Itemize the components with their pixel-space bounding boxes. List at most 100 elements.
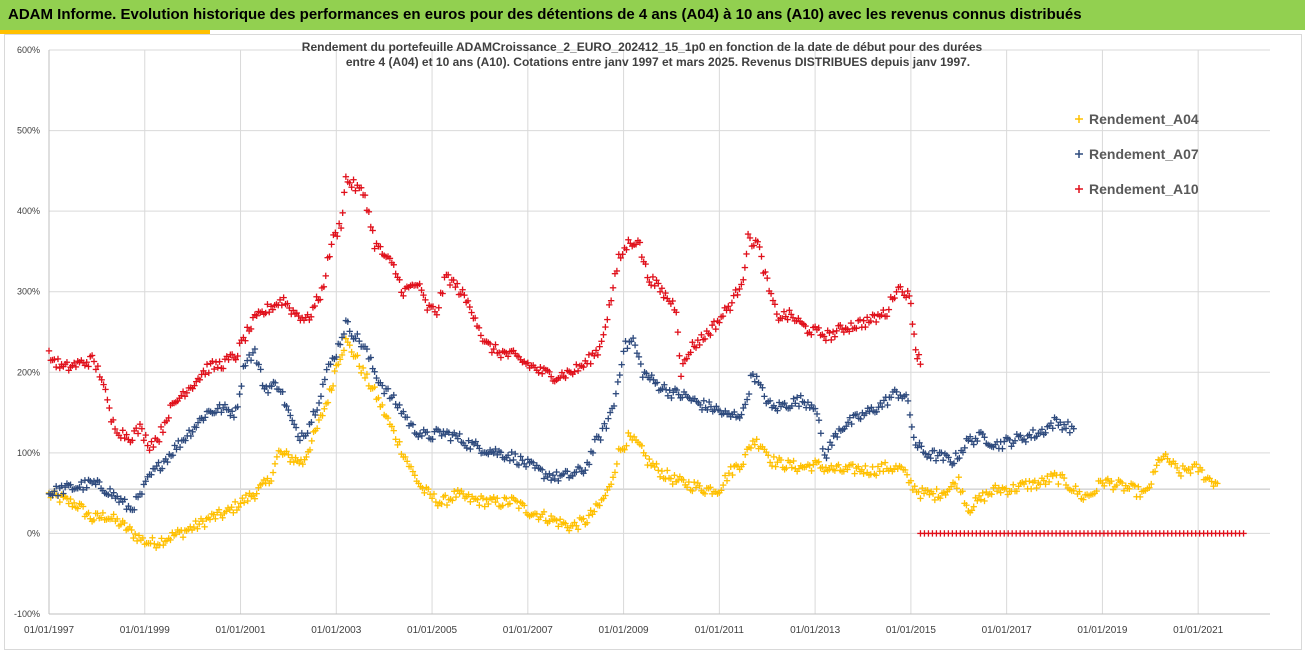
rendement-a04-point <box>574 526 582 533</box>
rendement-a10-point <box>276 296 284 304</box>
legend-item-rendement-a10[interactable]: Rendement_A10 <box>1075 181 1199 197</box>
rendement-a10-point <box>732 286 739 294</box>
rendement-a04-point <box>1042 481 1049 488</box>
rendement-a10-point <box>341 189 348 196</box>
rendement-a04-point <box>915 488 922 496</box>
rendement-a04-point <box>909 486 916 494</box>
legend-item-rendement-a04[interactable]: Rendement_A04 <box>1075 111 1199 127</box>
rendement-a07-point <box>564 468 571 475</box>
rendement-a10-point <box>606 301 613 309</box>
chart-legend[interactable]: Rendement_A04 Rendement_A07 Rendement_A10 <box>1075 111 1199 197</box>
rendement-a04-point <box>1101 482 1108 490</box>
rendement-a04-point <box>492 498 499 506</box>
rendement-a10-point <box>262 309 269 317</box>
rendement-a04-point <box>653 460 660 468</box>
rendement-a04-point <box>555 523 562 530</box>
rendement-a07-point <box>959 449 967 456</box>
rendement-a10-point <box>871 312 878 319</box>
rendement-a07-point <box>323 366 330 373</box>
rendement-a10-point <box>94 362 102 370</box>
rendement-a04-point <box>656 473 664 480</box>
legend-item-rendement-a07[interactable]: Rendement_A07 <box>1075 146 1199 162</box>
rendement-a04-point <box>862 462 869 470</box>
rendement-a04-point <box>655 467 662 474</box>
rendement-a07-point <box>409 421 417 428</box>
rendement-a07-point <box>540 475 548 482</box>
rendement-a04-point <box>547 512 555 520</box>
rendement-a07-point <box>546 470 553 477</box>
rendement-a07-point <box>259 382 266 389</box>
rendement-a04-point <box>533 510 541 518</box>
rendement-a07-point <box>392 400 399 408</box>
rendement-a07-point <box>668 394 675 402</box>
rendement-a10-point <box>196 376 204 384</box>
rendement-a04-point <box>485 500 492 508</box>
chart-gridlines <box>48 49 1270 615</box>
y-tick-label: 0% <box>27 528 40 538</box>
rendement-a10-point <box>649 273 657 281</box>
rendement-a07-point <box>1006 436 1013 444</box>
rendement-a10-point <box>286 304 293 312</box>
rendement-a04-point <box>815 458 822 465</box>
rendement-a04-point <box>602 492 609 499</box>
rendement-a04-point <box>212 515 219 522</box>
rendement-a07-point <box>707 403 715 410</box>
rendement-a10-point <box>313 293 320 300</box>
rendement-a07-point <box>725 410 733 417</box>
rendement-a04-point <box>425 485 432 493</box>
rendement-a07-point <box>283 402 290 410</box>
rendement-a07-point <box>304 429 311 437</box>
rendement-a07-point <box>902 391 910 398</box>
rendement-a04-point <box>701 490 709 497</box>
rendement-a10-point <box>771 301 779 308</box>
rendement-a04-point <box>1076 488 1083 495</box>
rendement-a10-point <box>320 283 328 290</box>
rendement-a10-point <box>102 386 109 393</box>
rendement-a07-point <box>1066 429 1074 436</box>
rendement-a04-point <box>479 495 487 502</box>
rendement-a07-point <box>218 409 225 416</box>
rendement-a10-point <box>418 286 425 294</box>
rendement-a04-point <box>438 500 445 508</box>
rendement-a04-point <box>1108 477 1115 485</box>
rendement-a07-point <box>492 445 499 453</box>
rendement-a10-point <box>708 321 716 329</box>
rendement-a04-point <box>1175 469 1183 476</box>
rendement-a04-point <box>267 477 275 485</box>
rendement-a04-point <box>692 484 700 491</box>
rendement-a07-point <box>622 337 629 345</box>
rendement-a04-point <box>947 483 955 490</box>
rendement-a04-point <box>403 458 411 465</box>
rendement-a04-point <box>415 480 422 487</box>
rendement-a10-point <box>216 358 223 365</box>
rendement-a04-point <box>308 437 315 445</box>
rendement-a04-point <box>707 484 714 491</box>
rendement-a07-point <box>601 420 608 427</box>
rendement-a07-point <box>828 442 836 449</box>
rendement-a10-point <box>332 229 339 236</box>
rendement-a07-point <box>1057 419 1064 426</box>
rendement-a07-point <box>148 471 155 478</box>
rendement-a07-point <box>352 335 359 342</box>
rendement-a10-point <box>538 370 546 377</box>
rendement-a07-point <box>117 495 125 502</box>
y-tick-label: 300% <box>17 287 40 297</box>
rendement-a07-point <box>670 389 677 396</box>
rendement-a07-point <box>340 330 348 338</box>
rendement-a04-point <box>251 495 259 502</box>
rendement-a10-point <box>290 307 297 314</box>
x-tick-label: 01/01/2021 <box>1173 625 1223 636</box>
rendement-a10-point <box>446 281 454 289</box>
rendement-a04-point <box>56 498 63 506</box>
rendement-a07-point <box>51 488 58 495</box>
rendement-a07-point <box>633 349 641 357</box>
rendement-a04-point <box>840 468 848 475</box>
rendement-a07-point <box>932 457 940 464</box>
rendement-a07-point <box>788 402 795 410</box>
rendement-a04-point <box>786 459 794 466</box>
rendement-a07-point <box>1060 421 1068 428</box>
rendement-a07-point <box>504 452 512 459</box>
rendement-a04-point <box>667 475 675 482</box>
rendement-a10-point <box>863 314 871 321</box>
rendement-a04-point <box>359 364 367 372</box>
